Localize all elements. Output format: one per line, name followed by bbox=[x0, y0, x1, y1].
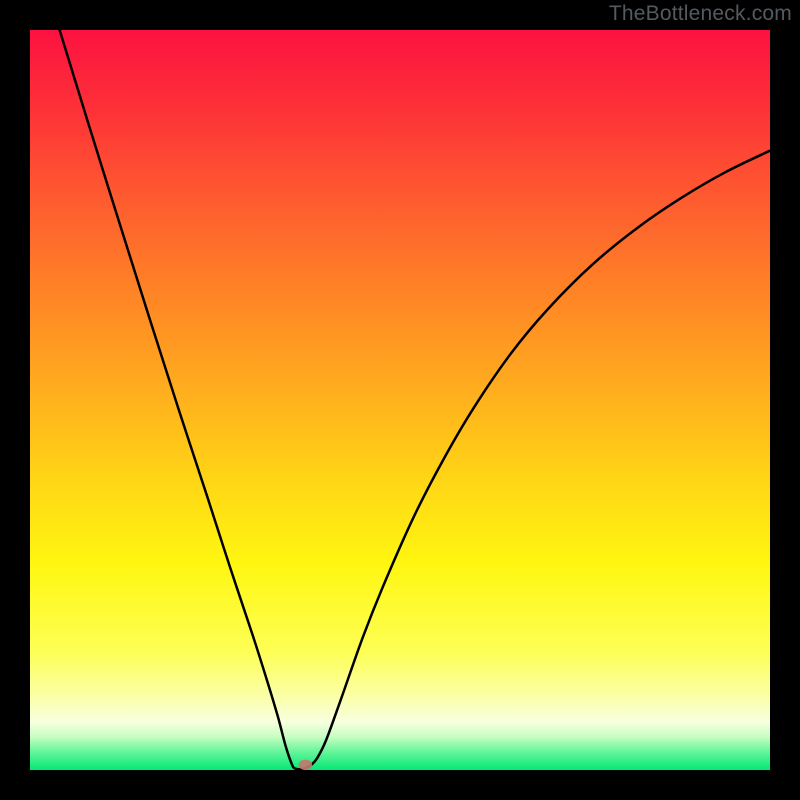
watermark-text: TheBottleneck.com bbox=[609, 2, 792, 26]
border-bottom bbox=[0, 770, 800, 800]
border-left bbox=[0, 0, 30, 800]
chart-svg bbox=[0, 0, 800, 800]
bottleneck-chart: TheBottleneck.com bbox=[0, 0, 800, 800]
plot-background bbox=[30, 30, 770, 770]
minimum-marker bbox=[298, 760, 312, 770]
border-right bbox=[770, 0, 800, 800]
